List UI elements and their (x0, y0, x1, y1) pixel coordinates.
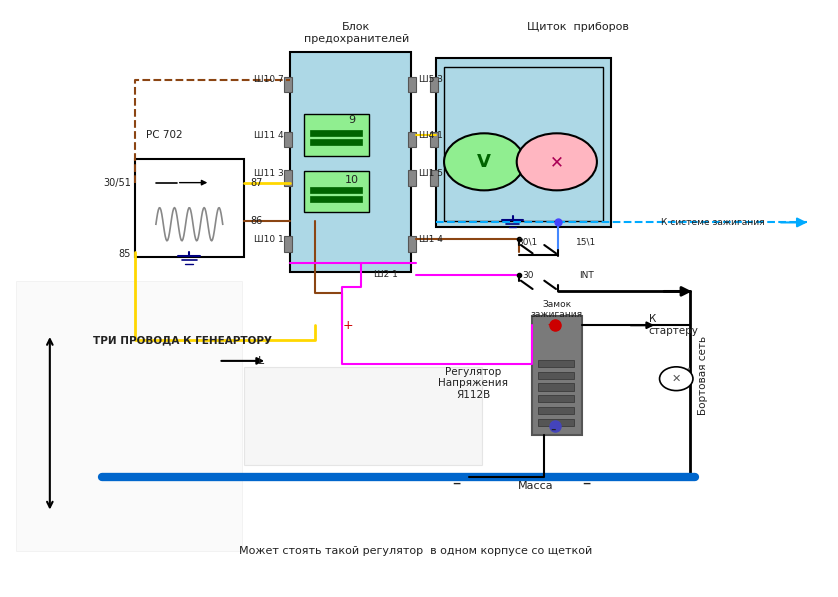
Text: К
стартеру: К стартеру (649, 315, 699, 336)
Bar (539, 407, 573, 414)
Text: 87: 87 (251, 178, 262, 187)
Text: Может стоять такой регулятор  в одном корпусе со щеткой: Может стоять такой регулятор в одном кор… (240, 546, 592, 556)
Circle shape (660, 367, 693, 390)
Text: Замок
зажигания: Замок зажигания (530, 300, 583, 319)
Text: 30\1: 30\1 (517, 238, 538, 247)
Bar (284, 77, 292, 93)
Bar (284, 236, 292, 251)
Text: +: + (343, 319, 354, 332)
Text: ТРИ ПРОВОДА К ГЕНЕАРТОРУ: ТРИ ПРОВОДА К ГЕНЕАРТОРУ (93, 335, 272, 345)
Text: +: + (546, 318, 559, 333)
Text: 86: 86 (251, 216, 262, 226)
Text: 15\1: 15\1 (576, 238, 596, 247)
Bar (430, 77, 438, 93)
Text: Ш4 1: Ш4 1 (419, 131, 442, 140)
Text: ✕: ✕ (671, 374, 681, 384)
Text: Ш11 4: Ш11 4 (254, 131, 284, 140)
Text: Ш1 5: Ш1 5 (419, 169, 443, 179)
Bar (539, 371, 573, 378)
Text: Масса: Масса (518, 481, 553, 491)
Text: Щиток  приборов: Щиток приборов (527, 22, 628, 32)
Bar (284, 170, 292, 186)
Text: Регулятор
Напряжения
Я112В: Регулятор Напряжения Я112В (438, 367, 509, 400)
Bar (408, 131, 416, 147)
Bar (444, 67, 603, 221)
Bar (290, 52, 411, 272)
Bar (532, 316, 582, 435)
Text: –: – (582, 473, 590, 492)
Bar (436, 58, 611, 227)
Text: INT: INT (579, 272, 593, 281)
Bar (539, 419, 573, 426)
Text: Ш10 1: Ш10 1 (254, 235, 284, 244)
Text: Ш1 4: Ш1 4 (419, 235, 442, 244)
Bar (430, 131, 438, 147)
Text: 85: 85 (118, 249, 131, 259)
Bar (539, 360, 573, 367)
Text: 9: 9 (349, 115, 356, 125)
Bar (135, 159, 244, 257)
Bar (244, 367, 482, 465)
Bar (310, 196, 362, 202)
Bar (539, 383, 573, 390)
Text: 30: 30 (522, 272, 533, 281)
Bar (284, 131, 292, 147)
Bar (310, 187, 362, 193)
Bar (303, 114, 369, 156)
Text: V: V (477, 153, 491, 171)
Text: К системе зажигания: К системе зажигания (661, 218, 765, 227)
Text: -: - (550, 421, 556, 437)
Bar (408, 77, 416, 93)
Circle shape (517, 133, 597, 190)
Text: Блок
предохранителей: Блок предохранителей (303, 22, 409, 44)
Circle shape (444, 133, 525, 190)
Text: L: L (258, 356, 265, 366)
Text: –: – (453, 473, 461, 492)
Bar (430, 170, 438, 186)
Bar (17, 281, 242, 551)
Bar (310, 130, 362, 136)
Text: ✕: ✕ (550, 153, 564, 171)
Text: Ш5 3: Ш5 3 (419, 75, 443, 84)
Text: Ш2 1: Ш2 1 (374, 270, 397, 279)
Text: Ш11 3: Ш11 3 (254, 169, 284, 179)
Bar (539, 395, 573, 402)
Bar (408, 170, 416, 186)
Text: Бортовая сеть: Бортовая сеть (698, 336, 708, 416)
Text: Ш10 7: Ш10 7 (254, 75, 284, 84)
Bar (408, 236, 416, 251)
Bar (303, 171, 369, 213)
Bar (310, 139, 362, 145)
Text: 30/51: 30/51 (103, 178, 131, 187)
Text: РС 702: РС 702 (146, 130, 183, 140)
Text: 10: 10 (345, 175, 360, 184)
